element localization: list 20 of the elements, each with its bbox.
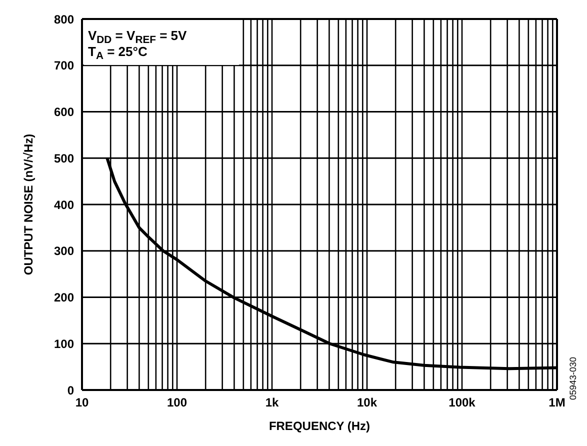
y-tick-label: 700 — [54, 58, 74, 73]
x-tick-label: 10 — [75, 396, 89, 410]
x-tick-label: 10k — [356, 396, 378, 410]
y-tick-label: 400 — [54, 198, 74, 212]
x-tick-label: 100 — [166, 396, 188, 410]
y-tick-label: 300 — [54, 244, 74, 258]
annotation: T$_{A}$ = 25°C — [88, 44, 148, 62]
annotation: V$_{DD}$ = V$_{REF}$ = 5V — [88, 28, 188, 46]
text: 05943-030 — [568, 356, 578, 400]
y-tick-label: 100 — [54, 336, 74, 351]
y-tick-label: 0 — [67, 383, 74, 398]
x-tick-label: 1M — [548, 396, 566, 410]
y-tick-label: 600 — [54, 105, 74, 120]
x-tick-label: 100k — [448, 396, 476, 410]
x-tick-label: 1k — [265, 396, 279, 410]
y-axis-title: OUTPUT NOISE (nV/√Hz) — [21, 134, 36, 276]
y-tick-label: 200 — [54, 290, 74, 305]
x-axis-title: FREQUENCY (Hz) — [268, 419, 370, 433]
y-tick-label: 500 — [54, 151, 74, 166]
y-tick-label: 800 — [54, 12, 74, 26]
